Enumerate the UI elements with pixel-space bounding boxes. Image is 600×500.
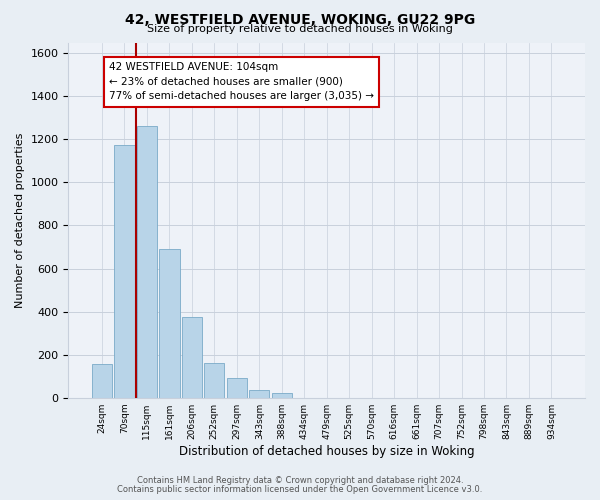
- Bar: [249, 390, 269, 398]
- Text: Size of property relative to detached houses in Woking: Size of property relative to detached ho…: [147, 24, 453, 34]
- Bar: [159, 249, 179, 398]
- Bar: [204, 363, 224, 398]
- Text: Contains HM Land Registry data © Crown copyright and database right 2024.: Contains HM Land Registry data © Crown c…: [137, 476, 463, 485]
- Text: 42 WESTFIELD AVENUE: 104sqm
← 23% of detached houses are smaller (900)
77% of se: 42 WESTFIELD AVENUE: 104sqm ← 23% of det…: [109, 62, 374, 102]
- Bar: [92, 364, 112, 398]
- Text: Contains public sector information licensed under the Open Government Licence v3: Contains public sector information licen…: [118, 485, 482, 494]
- X-axis label: Distribution of detached houses by size in Woking: Distribution of detached houses by size …: [179, 444, 475, 458]
- Bar: [115, 145, 134, 398]
- Bar: [137, 126, 157, 398]
- Bar: [272, 393, 292, 398]
- Bar: [227, 378, 247, 398]
- Text: 42, WESTFIELD AVENUE, WOKING, GU22 9PG: 42, WESTFIELD AVENUE, WOKING, GU22 9PG: [125, 12, 475, 26]
- Y-axis label: Number of detached properties: Number of detached properties: [15, 132, 25, 308]
- Bar: [182, 317, 202, 398]
